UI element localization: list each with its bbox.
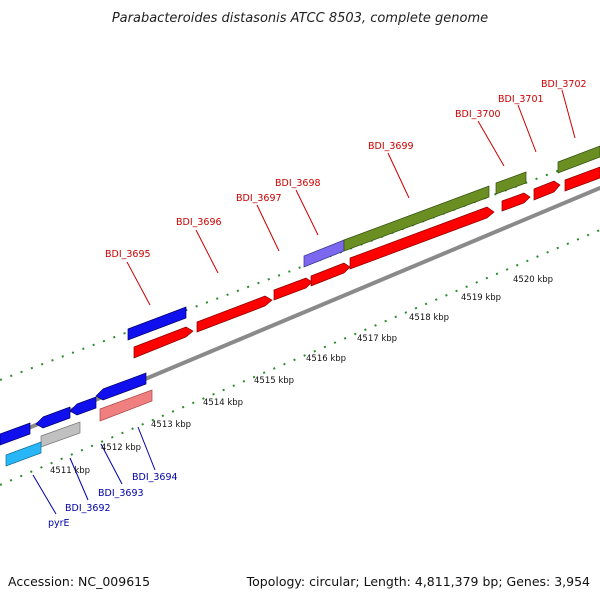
ruler-label-4511: 4511 kbp bbox=[50, 466, 90, 476]
ruler-label-4512: 4512 kbp bbox=[101, 443, 141, 453]
ruler-label-4518: 4518 kbp bbox=[409, 313, 449, 323]
gene-bdi-3694[interactable] bbox=[95, 372, 147, 401]
leader-pyre bbox=[32, 474, 57, 515]
gene-bdi-3693[interactable] bbox=[69, 396, 97, 416]
gene-bdi-3695[interactable] bbox=[127, 306, 187, 341]
gene-bdi-3702-red[interactable] bbox=[564, 166, 600, 192]
gene-bdi-3698-lavender[interactable] bbox=[303, 239, 345, 268]
leader-bdi-3694 bbox=[137, 426, 156, 471]
ruler-label-4516: 4516 kbp bbox=[306, 354, 346, 364]
ruler-label-4513: 4513 kbp bbox=[151, 420, 191, 430]
label-bdi-3694: BDI_3694 bbox=[132, 472, 178, 483]
gene-bdi-3701b[interactable] bbox=[533, 180, 561, 201]
ruler-label-4515: 4515 kbp bbox=[254, 376, 294, 386]
label-bdi-3700: BDI_3700 bbox=[455, 109, 501, 120]
topology-label: Topology: circular; Length: 4,811,379 bp… bbox=[246, 574, 590, 589]
label-leader-lines bbox=[32, 89, 576, 515]
label-bdi-3702: BDI_3702 bbox=[541, 79, 587, 90]
gene-bdi-3699-red[interactable] bbox=[349, 206, 495, 270]
ruler-label-4519: 4519 kbp bbox=[461, 293, 501, 303]
leader-bdi-3697 bbox=[256, 204, 280, 252]
leader-bdi-3692 bbox=[69, 457, 89, 501]
gene-bdi-3697b[interactable] bbox=[273, 277, 313, 301]
leader-bdi-3700 bbox=[477, 120, 505, 167]
label-bdi-3696: BDI_3696 bbox=[176, 217, 222, 228]
label-bdi-3701: BDI_3701 bbox=[498, 94, 544, 105]
gene-bdi-3702[interactable] bbox=[557, 145, 600, 174]
gene-pyre-blue[interactable] bbox=[0, 422, 31, 446]
gene-bdi-3700[interactable] bbox=[495, 171, 527, 195]
gene-bdi-3698[interactable] bbox=[310, 262, 351, 287]
leader-bdi-3699 bbox=[387, 152, 410, 199]
ruler-label-4514: 4514 kbp bbox=[203, 398, 243, 408]
leader-bdi-3695 bbox=[126, 261, 151, 306]
label-bdi-3692: BDI_3692 bbox=[65, 503, 111, 514]
leader-bdi-3698 bbox=[295, 189, 319, 236]
leader-bdi-3693 bbox=[100, 443, 123, 485]
reverse-strand-genes bbox=[0, 372, 153, 467]
label-pyre: pyrE bbox=[48, 518, 70, 529]
gene-labels-bottom: BDI_3694 BDI_3693 BDI_3692 pyrE bbox=[48, 472, 178, 529]
label-bdi-3699: BDI_3699 bbox=[368, 141, 414, 152]
gene-bdi-3701[interactable] bbox=[501, 192, 531, 212]
accession-label: Accession: NC_009615 bbox=[8, 574, 150, 589]
ruler-label-4520: 4520 kbp bbox=[513, 275, 553, 285]
ruler-label-4517: 4517 kbp bbox=[357, 334, 397, 344]
genome-title: Parabacteroides distasonis ATCC 8503, co… bbox=[112, 11, 488, 26]
gene-bdi-3696[interactable] bbox=[133, 326, 194, 359]
label-bdi-3698: BDI_3698 bbox=[275, 178, 321, 189]
leader-bdi-3696 bbox=[195, 229, 219, 274]
gene-bdi-3699[interactable] bbox=[343, 185, 490, 252]
tick-tracks bbox=[0, 154, 600, 486]
outer-tick-track bbox=[0, 154, 600, 381]
label-bdi-3693: BDI_3693 bbox=[98, 488, 144, 499]
leader-bdi-3701 bbox=[517, 104, 537, 153]
leader-bdi-3702 bbox=[561, 89, 576, 139]
gene-bdi-3694-pink[interactable] bbox=[99, 389, 153, 422]
gene-labels-top: BDI_3695 BDI_3696 BDI_3697 BDI_3698 BDI_… bbox=[105, 79, 587, 260]
gene-bdi-3697[interactable] bbox=[196, 295, 273, 333]
forward-strand-genes bbox=[127, 145, 600, 359]
label-bdi-3695: BDI_3695 bbox=[105, 249, 151, 260]
gene-bdi-3692[interactable] bbox=[35, 406, 71, 429]
label-bdi-3697: BDI_3697 bbox=[236, 193, 282, 204]
gene-pyre[interactable] bbox=[5, 441, 42, 467]
kbp-ruler-labels: 4511 kbp 4512 kbp 4513 kbp 4514 kbp 4515… bbox=[50, 275, 553, 476]
